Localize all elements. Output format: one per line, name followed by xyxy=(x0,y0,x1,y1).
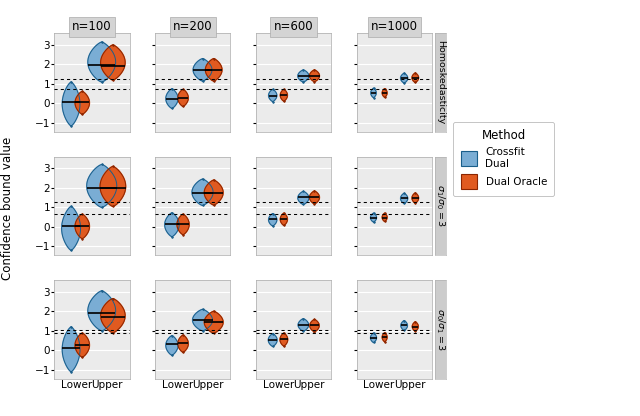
Polygon shape xyxy=(192,179,213,206)
Polygon shape xyxy=(86,164,116,208)
Text: $\sigma_1/\sigma_0 = 3$: $\sigma_1/\sigma_0 = 3$ xyxy=(434,184,447,228)
Polygon shape xyxy=(269,214,277,226)
Polygon shape xyxy=(412,322,419,331)
Polygon shape xyxy=(75,333,90,357)
Polygon shape xyxy=(310,70,319,82)
Polygon shape xyxy=(205,59,222,81)
Polygon shape xyxy=(204,180,223,205)
Polygon shape xyxy=(62,327,80,372)
Polygon shape xyxy=(371,213,376,222)
Polygon shape xyxy=(382,213,387,221)
Text: Homoskedasticity: Homoskedasticity xyxy=(436,40,445,125)
Legend: Crossfit
Dual, Dual Oracle: Crossfit Dual, Dual Oracle xyxy=(453,122,554,196)
Polygon shape xyxy=(280,213,287,225)
Polygon shape xyxy=(280,89,287,101)
Title: n=1000: n=1000 xyxy=(371,20,418,33)
Text: $\sigma_0/\sigma_1 = 3$: $\sigma_0/\sigma_1 = 3$ xyxy=(434,308,447,351)
Polygon shape xyxy=(75,92,90,114)
Polygon shape xyxy=(310,319,319,332)
Polygon shape xyxy=(177,214,189,235)
Polygon shape xyxy=(193,310,212,331)
Polygon shape xyxy=(310,191,319,204)
Polygon shape xyxy=(401,73,408,83)
Title: n=100: n=100 xyxy=(72,20,112,33)
Polygon shape xyxy=(268,334,277,347)
Polygon shape xyxy=(88,291,116,331)
Polygon shape xyxy=(401,193,408,203)
Polygon shape xyxy=(100,166,125,206)
Polygon shape xyxy=(164,213,179,237)
Polygon shape xyxy=(88,42,116,82)
Polygon shape xyxy=(371,333,376,342)
Polygon shape xyxy=(204,311,223,333)
Polygon shape xyxy=(178,335,188,352)
Polygon shape xyxy=(382,89,387,97)
Polygon shape xyxy=(62,82,80,126)
Polygon shape xyxy=(61,206,81,250)
Polygon shape xyxy=(193,59,212,81)
Text: Confidence bound value: Confidence bound value xyxy=(1,136,14,280)
Polygon shape xyxy=(401,321,408,330)
Polygon shape xyxy=(298,319,308,331)
Polygon shape xyxy=(75,214,90,238)
Polygon shape xyxy=(298,70,309,82)
Polygon shape xyxy=(100,45,125,80)
Polygon shape xyxy=(298,191,309,204)
Title: n=600: n=600 xyxy=(274,20,314,33)
Polygon shape xyxy=(371,88,376,98)
Polygon shape xyxy=(269,89,277,102)
Polygon shape xyxy=(178,89,188,106)
Polygon shape xyxy=(100,299,125,333)
Polygon shape xyxy=(166,336,178,355)
Polygon shape xyxy=(412,193,419,203)
Title: n=200: n=200 xyxy=(173,20,212,33)
Polygon shape xyxy=(412,73,419,82)
Polygon shape xyxy=(280,333,288,346)
Polygon shape xyxy=(382,333,387,342)
Polygon shape xyxy=(166,89,178,108)
